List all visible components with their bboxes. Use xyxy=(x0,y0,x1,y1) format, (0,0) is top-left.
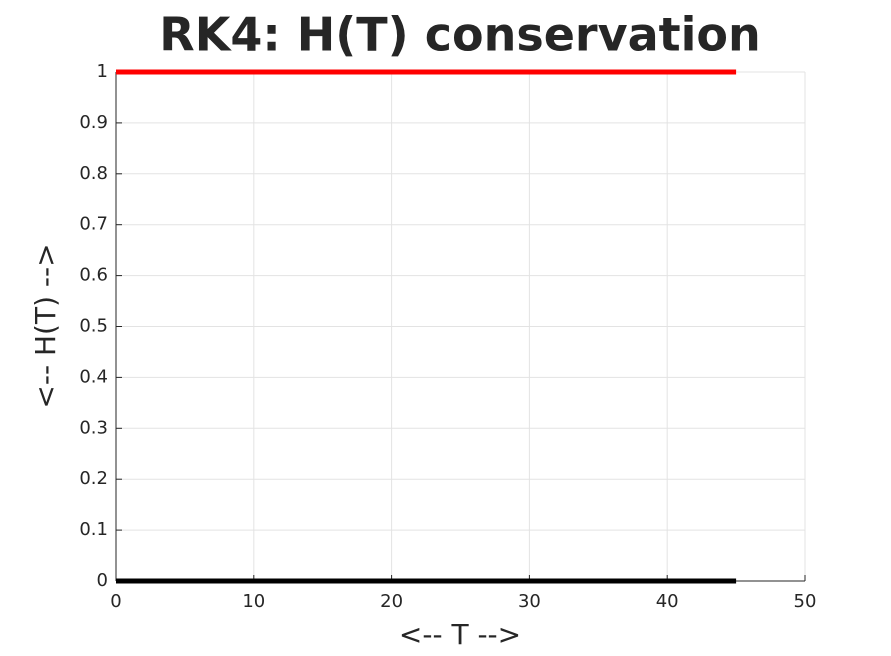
y-tick-label: 0.7 xyxy=(79,214,108,235)
y-tick-label: 0.5 xyxy=(79,316,108,337)
x-tick-label: 30 xyxy=(518,591,541,612)
x-axis-label: <-- T --> xyxy=(399,618,521,651)
x-tick-label: 20 xyxy=(380,591,403,612)
y-tick-label: 0.3 xyxy=(79,417,108,438)
x-tick-label: 50 xyxy=(794,591,817,612)
x-tick-label: 0 xyxy=(110,591,121,612)
y-tick-label: 0.8 xyxy=(79,163,108,184)
x-tick-label: 10 xyxy=(242,591,265,612)
y-tick-label: 0.6 xyxy=(79,265,108,286)
y-tick-label: 0.4 xyxy=(79,366,108,387)
y-tick-label: 0.2 xyxy=(79,468,108,489)
y-tick-label: 0.9 xyxy=(79,112,108,133)
y-tick-label: 0 xyxy=(97,570,108,591)
y-tick-label: 1 xyxy=(97,61,108,82)
chart-title: RK4: H(T) conservation xyxy=(159,8,760,62)
x-tick-label: 40 xyxy=(656,591,679,612)
y-tick-label: 0.1 xyxy=(79,519,108,540)
y-axis-label: <-- H(T) --> xyxy=(29,243,62,408)
